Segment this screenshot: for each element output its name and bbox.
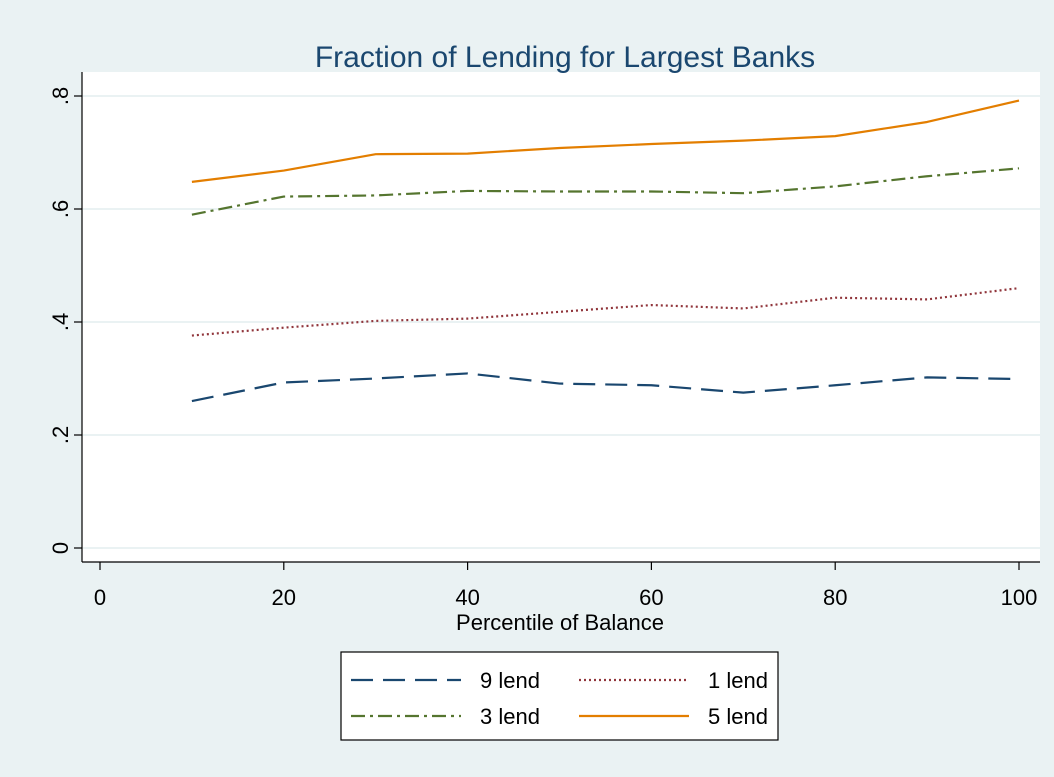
plot-area [82,72,1040,562]
legend-label: 9 lend [480,668,540,693]
series-lines [191,99,1020,403]
legend-label: 5 lend [708,704,768,729]
series-line-3-lend [191,167,1020,216]
chart-title: Fraction of Lending for Largest Banks [315,41,815,74]
legend: 9 lend 1 lend 3 lend 5 lend [340,651,779,741]
ticks: 0 .2 .4 .6 .8 0 20 40 60 80 100 [48,87,1037,610]
y-tick-label: 0 [48,542,73,554]
x-tick-label: 20 [272,585,296,610]
x-tick-label: 40 [455,585,479,610]
x-axis-label: Percentile of Balance [456,610,664,635]
x-tick-label: 60 [639,585,663,610]
series-line-1-lend [191,287,1020,337]
x-tick-label: 0 [94,585,106,610]
gridlines [82,95,1040,549]
y-tick-label: .2 [48,426,73,444]
y-tick-label: .6 [48,200,73,218]
y-tick-label: .4 [48,313,73,331]
legend-box [340,651,779,741]
x-tick-label: 100 [1001,585,1038,610]
series-line-5-lend [191,99,1020,183]
legend-label: 1 lend [708,668,768,693]
x-tick-label: 80 [823,585,847,610]
legend-label: 3 lend [480,704,540,729]
y-tick-label: .8 [48,87,73,105]
series-line-9-lend [191,372,1020,403]
